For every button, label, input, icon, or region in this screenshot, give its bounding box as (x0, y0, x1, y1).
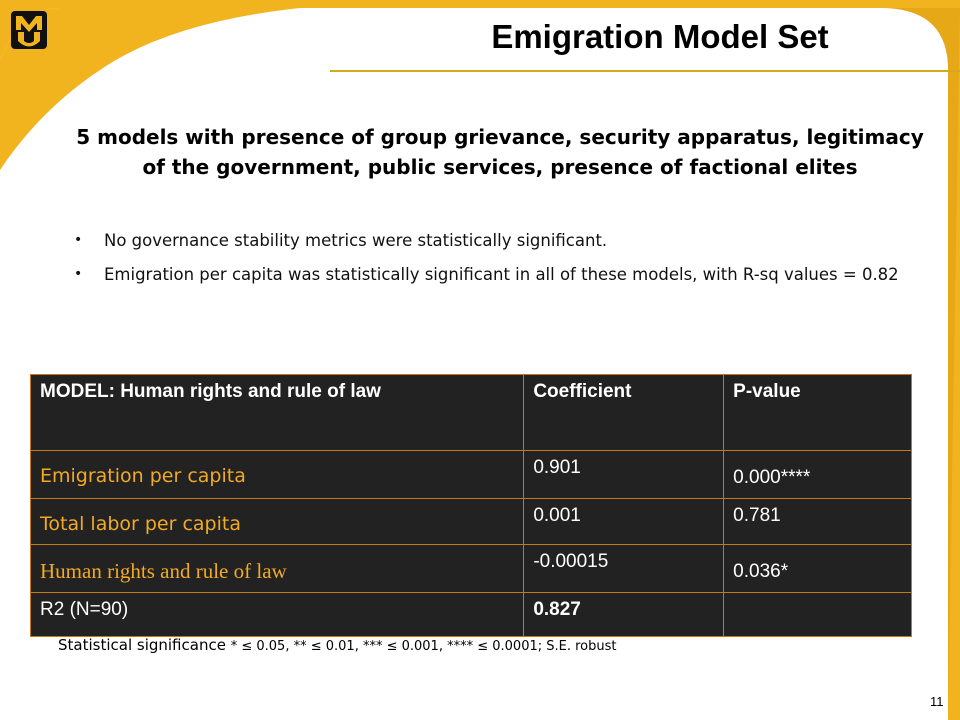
row-label: Human rights and rule of law (29, 544, 525, 593)
slide-title: Emigration Model Set (491, 18, 829, 55)
row-coefficient: 0.901 (523, 450, 725, 499)
r2-pvalue (723, 592, 912, 637)
row-label: Emigration per capita (29, 450, 525, 499)
row-pvalue: 0.036* (723, 544, 912, 593)
r2-label: R2 (N=90) (29, 592, 525, 637)
bullet-list: • No governance stability metrics were st… (74, 228, 924, 296)
bullet-item: • No governance stability metrics were st… (74, 228, 924, 253)
footnote-detail: * ≤ 0.05, ** ≤ 0.01, *** ≤ 0.001, **** ≤… (230, 639, 617, 654)
bullet-icon: • (74, 266, 83, 282)
header-coefficient: Coefficient (523, 374, 725, 451)
table-row: Human rights and rule of law -0.00015 0.… (29, 544, 912, 593)
header-model: MODEL: Human rights and rule of law (29, 374, 525, 451)
bullet-icon: • (74, 232, 83, 248)
row-coefficient: -0.00015 (523, 544, 725, 593)
footnote-lead: Statistical significance (58, 636, 226, 654)
header-pvalue: P-value (723, 374, 912, 451)
row-label: Total labor per capita (29, 498, 525, 545)
page-number: 11 (930, 694, 944, 709)
table-row: Emigration per capita 0.901 0.000**** (29, 450, 912, 499)
significance-footnote: Statistical significance * ≤ 0.05, ** ≤ … (58, 636, 918, 654)
row-coefficient: 0.001 (523, 498, 725, 545)
r2-value: 0.827 (523, 592, 725, 637)
title-underline (330, 70, 960, 72)
regression-table: MODEL: Human rights and rule of law Coef… (29, 374, 912, 637)
table-header-row: MODEL: Human rights and rule of law Coef… (29, 374, 912, 451)
mu-logo (11, 11, 47, 49)
table-row: Total labor per capita 0.001 0.781 (29, 498, 912, 545)
bullet-item: • Emigration per capita was statistically… (74, 262, 924, 287)
table-row-r2: R2 (N=90) 0.827 (29, 592, 912, 637)
slide-subtitle: 5 models with presence of group grievanc… (76, 125, 924, 179)
row-pvalue: 0.781 (723, 498, 912, 545)
row-pvalue: 0.000**** (723, 450, 912, 499)
